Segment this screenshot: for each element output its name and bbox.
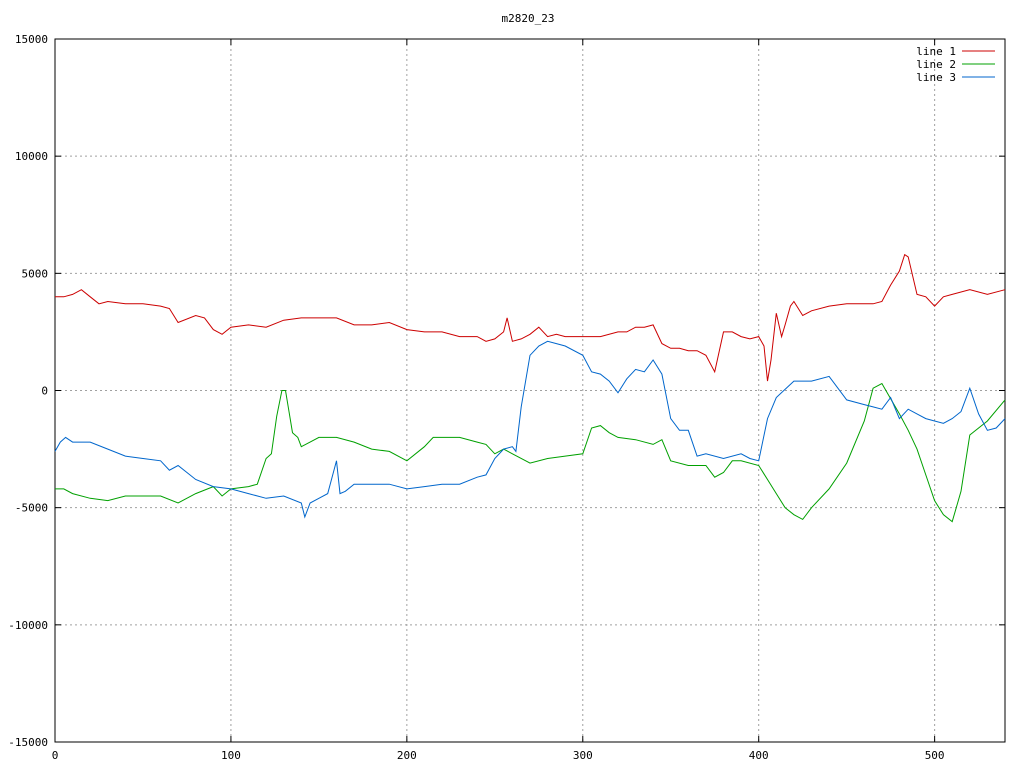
grid-lines: [55, 39, 1005, 742]
series-line-1: [55, 253, 1006, 382]
axis-ticks: -15000 -10000 -5000 0 5000 10000 15000 0 100 200 3…: [8, 33, 1005, 762]
series-lines: [54, 253, 1006, 523]
x-tick-label: 500: [925, 749, 945, 762]
series-line-2: [55, 382, 1006, 523]
y-tick-label: 15000: [15, 33, 48, 46]
x-tick-label: 100: [221, 749, 241, 762]
y-tick-label: -15000: [8, 736, 48, 749]
legend-label-2: line 2: [916, 58, 956, 71]
legend-label-3: line 3: [916, 71, 956, 84]
y-tick-label: 5000: [22, 267, 49, 280]
x-tick-label: 400: [749, 749, 769, 762]
series-line-3: [54, 340, 1006, 519]
x-tick-label: 0: [52, 749, 59, 762]
legend-label-1: line 1: [916, 45, 956, 58]
y-tick-label: 0: [41, 385, 48, 398]
y-tick-label: -5000: [15, 502, 48, 515]
y-tick-label: 10000: [15, 150, 48, 163]
x-tick-label: 300: [573, 749, 593, 762]
x-tick-label: 200: [397, 749, 417, 762]
chart-title: m2820_23: [502, 12, 555, 25]
y-tick-label: -10000: [8, 619, 48, 632]
